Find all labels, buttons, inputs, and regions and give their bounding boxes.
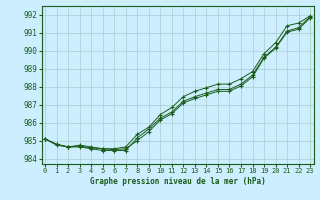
X-axis label: Graphe pression niveau de la mer (hPa): Graphe pression niveau de la mer (hPa) (90, 177, 266, 186)
